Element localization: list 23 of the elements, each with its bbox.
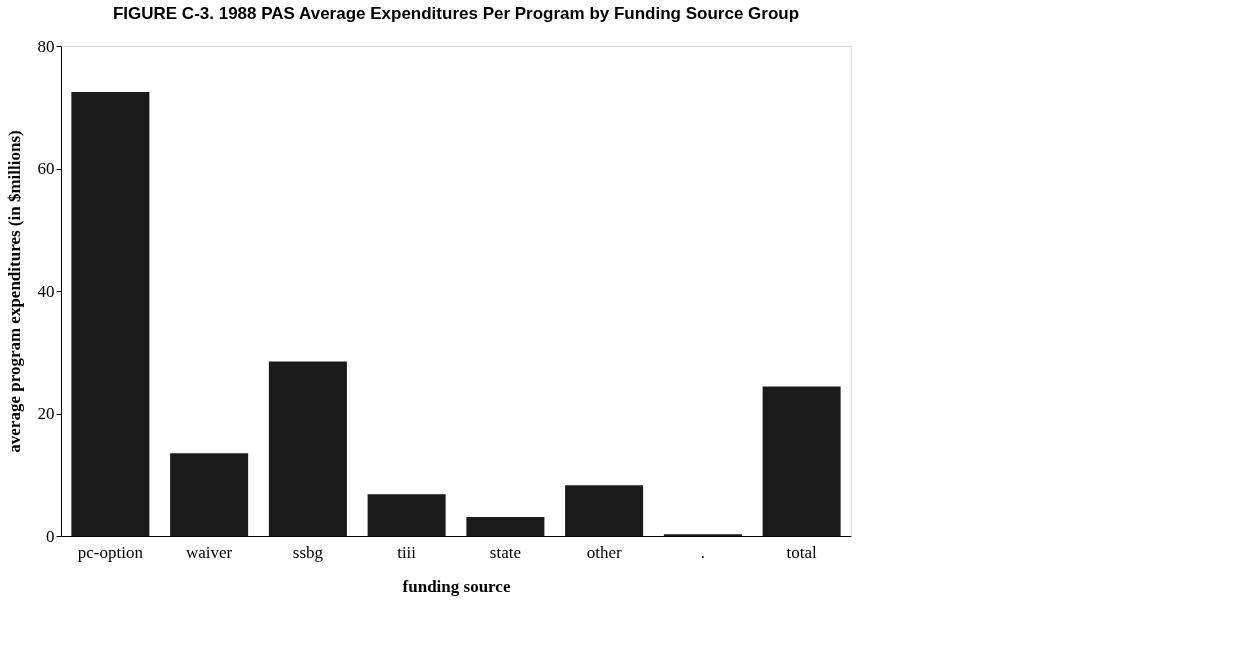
y-tick-label: 0 <box>46 526 55 546</box>
bar <box>466 517 545 536</box>
x-tick-label: pc-option <box>77 542 144 562</box>
bar <box>762 386 841 536</box>
x-tick-label: ssbg <box>292 542 324 562</box>
y-tick-label: 20 <box>37 404 55 423</box>
x-tick-label: state <box>489 542 521 562</box>
x-tick-label: tiii <box>397 542 417 562</box>
bar <box>268 361 347 536</box>
x-tick-label: other <box>586 542 622 562</box>
bar <box>170 453 249 536</box>
bar <box>565 485 644 536</box>
y-tick-label: 40 <box>37 281 55 301</box>
y-tick-label: 60 <box>37 159 55 178</box>
y-tick-label: 80 <box>37 36 55 56</box>
chart-title: FIGURE C-3. 1988 PAS Average Expenditures Per Program by Funding Source Group <box>112 4 800 23</box>
x-tick-label: total <box>786 542 818 562</box>
x-axis-title: funding source <box>402 576 511 596</box>
x-tick-label: waiver <box>185 542 233 562</box>
bar <box>367 494 446 536</box>
x-tick-label: . <box>700 542 705 562</box>
y-axis-title: average program expenditures (in $millions) <box>4 130 24 453</box>
bar <box>71 91 150 536</box>
